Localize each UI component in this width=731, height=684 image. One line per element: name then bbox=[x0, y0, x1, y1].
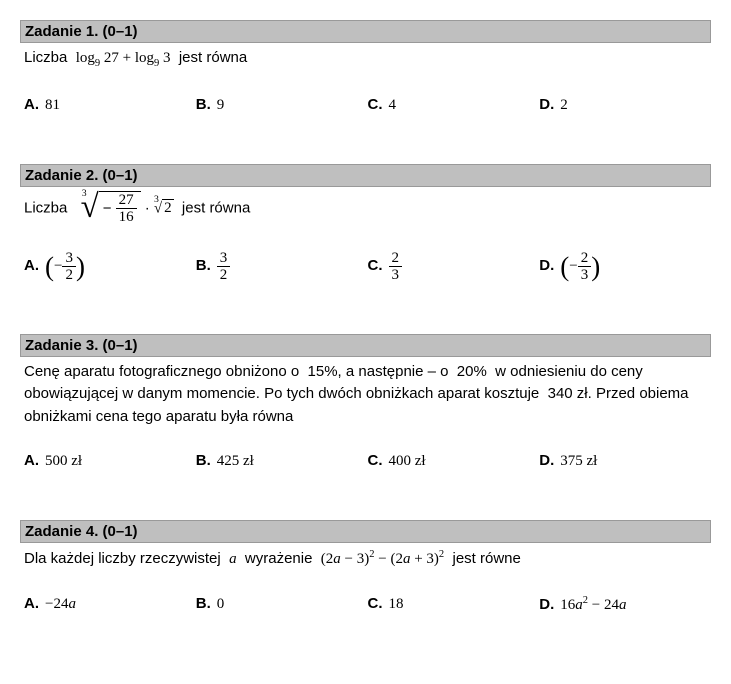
option: B. 0 bbox=[196, 595, 368, 614]
option: D. (−23) bbox=[539, 250, 711, 284]
task: Zadanie 1. (0–1)Liczba log9 27 + log9 3 … bbox=[20, 20, 711, 114]
option-value: 81 bbox=[45, 97, 60, 113]
task-header: Zadanie 4. (0–1) bbox=[20, 520, 711, 543]
option-value: 2 bbox=[560, 97, 568, 113]
option-label: B. bbox=[196, 257, 211, 274]
option-value: 23 bbox=[389, 258, 403, 274]
option-value: (−32) bbox=[45, 258, 85, 274]
option: D. 2 bbox=[539, 96, 711, 114]
option-value: 9 bbox=[217, 97, 225, 113]
option-value: 375 zł bbox=[560, 453, 597, 469]
task-body: Liczba log9 27 + log9 3 jest równa bbox=[20, 43, 711, 72]
option-value: 500 zł bbox=[45, 453, 82, 469]
option-label: C. bbox=[368, 257, 383, 274]
task-body: Cenę aparatu fotograficznego obniżono o … bbox=[20, 357, 711, 429]
option: C. 23 bbox=[368, 250, 540, 284]
option: A. (−32) bbox=[24, 250, 196, 284]
task-body: Liczba 3√− 2716 · 3√2 jest równa bbox=[20, 187, 711, 226]
options-row: A. 500 zł B. 425 zł C. 400 zł D. 375 zł bbox=[20, 452, 711, 470]
task: Zadanie 3. (0–1)Cenę aparatu fotograficz… bbox=[20, 334, 711, 471]
option-value: 4 bbox=[389, 97, 397, 113]
option-label: D. bbox=[539, 257, 554, 274]
task-body: Dla każdej liczby rzeczywistej a wyrażen… bbox=[20, 543, 711, 571]
option: B. 9 bbox=[196, 96, 368, 114]
option: A. 81 bbox=[24, 96, 196, 114]
option-label: C. bbox=[368, 452, 383, 469]
option: A. 500 zł bbox=[24, 452, 196, 470]
option: B. 32 bbox=[196, 250, 368, 284]
option: C. 400 zł bbox=[368, 452, 540, 470]
option-value: 16a2 − 24a bbox=[560, 597, 626, 613]
option: C. 18 bbox=[368, 595, 540, 614]
task-header: Zadanie 2. (0–1) bbox=[20, 164, 711, 187]
option: D. 16a2 − 24a bbox=[539, 595, 711, 614]
task-header: Zadanie 1. (0–1) bbox=[20, 20, 711, 43]
option-value: 400 zł bbox=[389, 453, 426, 469]
option-label: D. bbox=[539, 452, 554, 469]
option-label: A. bbox=[24, 96, 39, 113]
option-label: C. bbox=[368, 96, 383, 113]
task: Zadanie 2. (0–1)Liczba 3√− 2716 · 3√2 je… bbox=[20, 164, 711, 284]
option-label: D. bbox=[539, 96, 554, 113]
option-value: 32 bbox=[217, 258, 231, 274]
option: D. 375 zł bbox=[539, 452, 711, 470]
task-header: Zadanie 3. (0–1) bbox=[20, 334, 711, 357]
option-label: A. bbox=[24, 257, 39, 274]
option-value: 18 bbox=[389, 596, 404, 612]
option-value: 425 zł bbox=[217, 453, 254, 469]
option: C. 4 bbox=[368, 96, 540, 114]
option: B. 425 zł bbox=[196, 452, 368, 470]
task: Zadanie 4. (0–1)Dla każdej liczby rzeczy… bbox=[20, 520, 711, 614]
option-label: D. bbox=[539, 596, 554, 613]
option-value: −24a bbox=[45, 596, 76, 612]
options-row: A. −24a B. 0 C. 18 D. 16a2 − 24a bbox=[20, 595, 711, 614]
option-label: B. bbox=[196, 595, 211, 612]
option-label: C. bbox=[368, 595, 383, 612]
task-list: Zadanie 1. (0–1)Liczba log9 27 + log9 3 … bbox=[20, 20, 711, 614]
option-label: B. bbox=[196, 452, 211, 469]
options-row: A. 81 B. 9 C. 4 D. 2 bbox=[20, 96, 711, 114]
option-label: A. bbox=[24, 595, 39, 612]
option-label: A. bbox=[24, 452, 39, 469]
option-label: B. bbox=[196, 96, 211, 113]
option-value: (−23) bbox=[560, 258, 600, 274]
option-value: 0 bbox=[217, 596, 225, 612]
option: A. −24a bbox=[24, 595, 196, 614]
options-row: A. (−32) B. 32 C. 23 D. (−23) bbox=[20, 250, 711, 284]
